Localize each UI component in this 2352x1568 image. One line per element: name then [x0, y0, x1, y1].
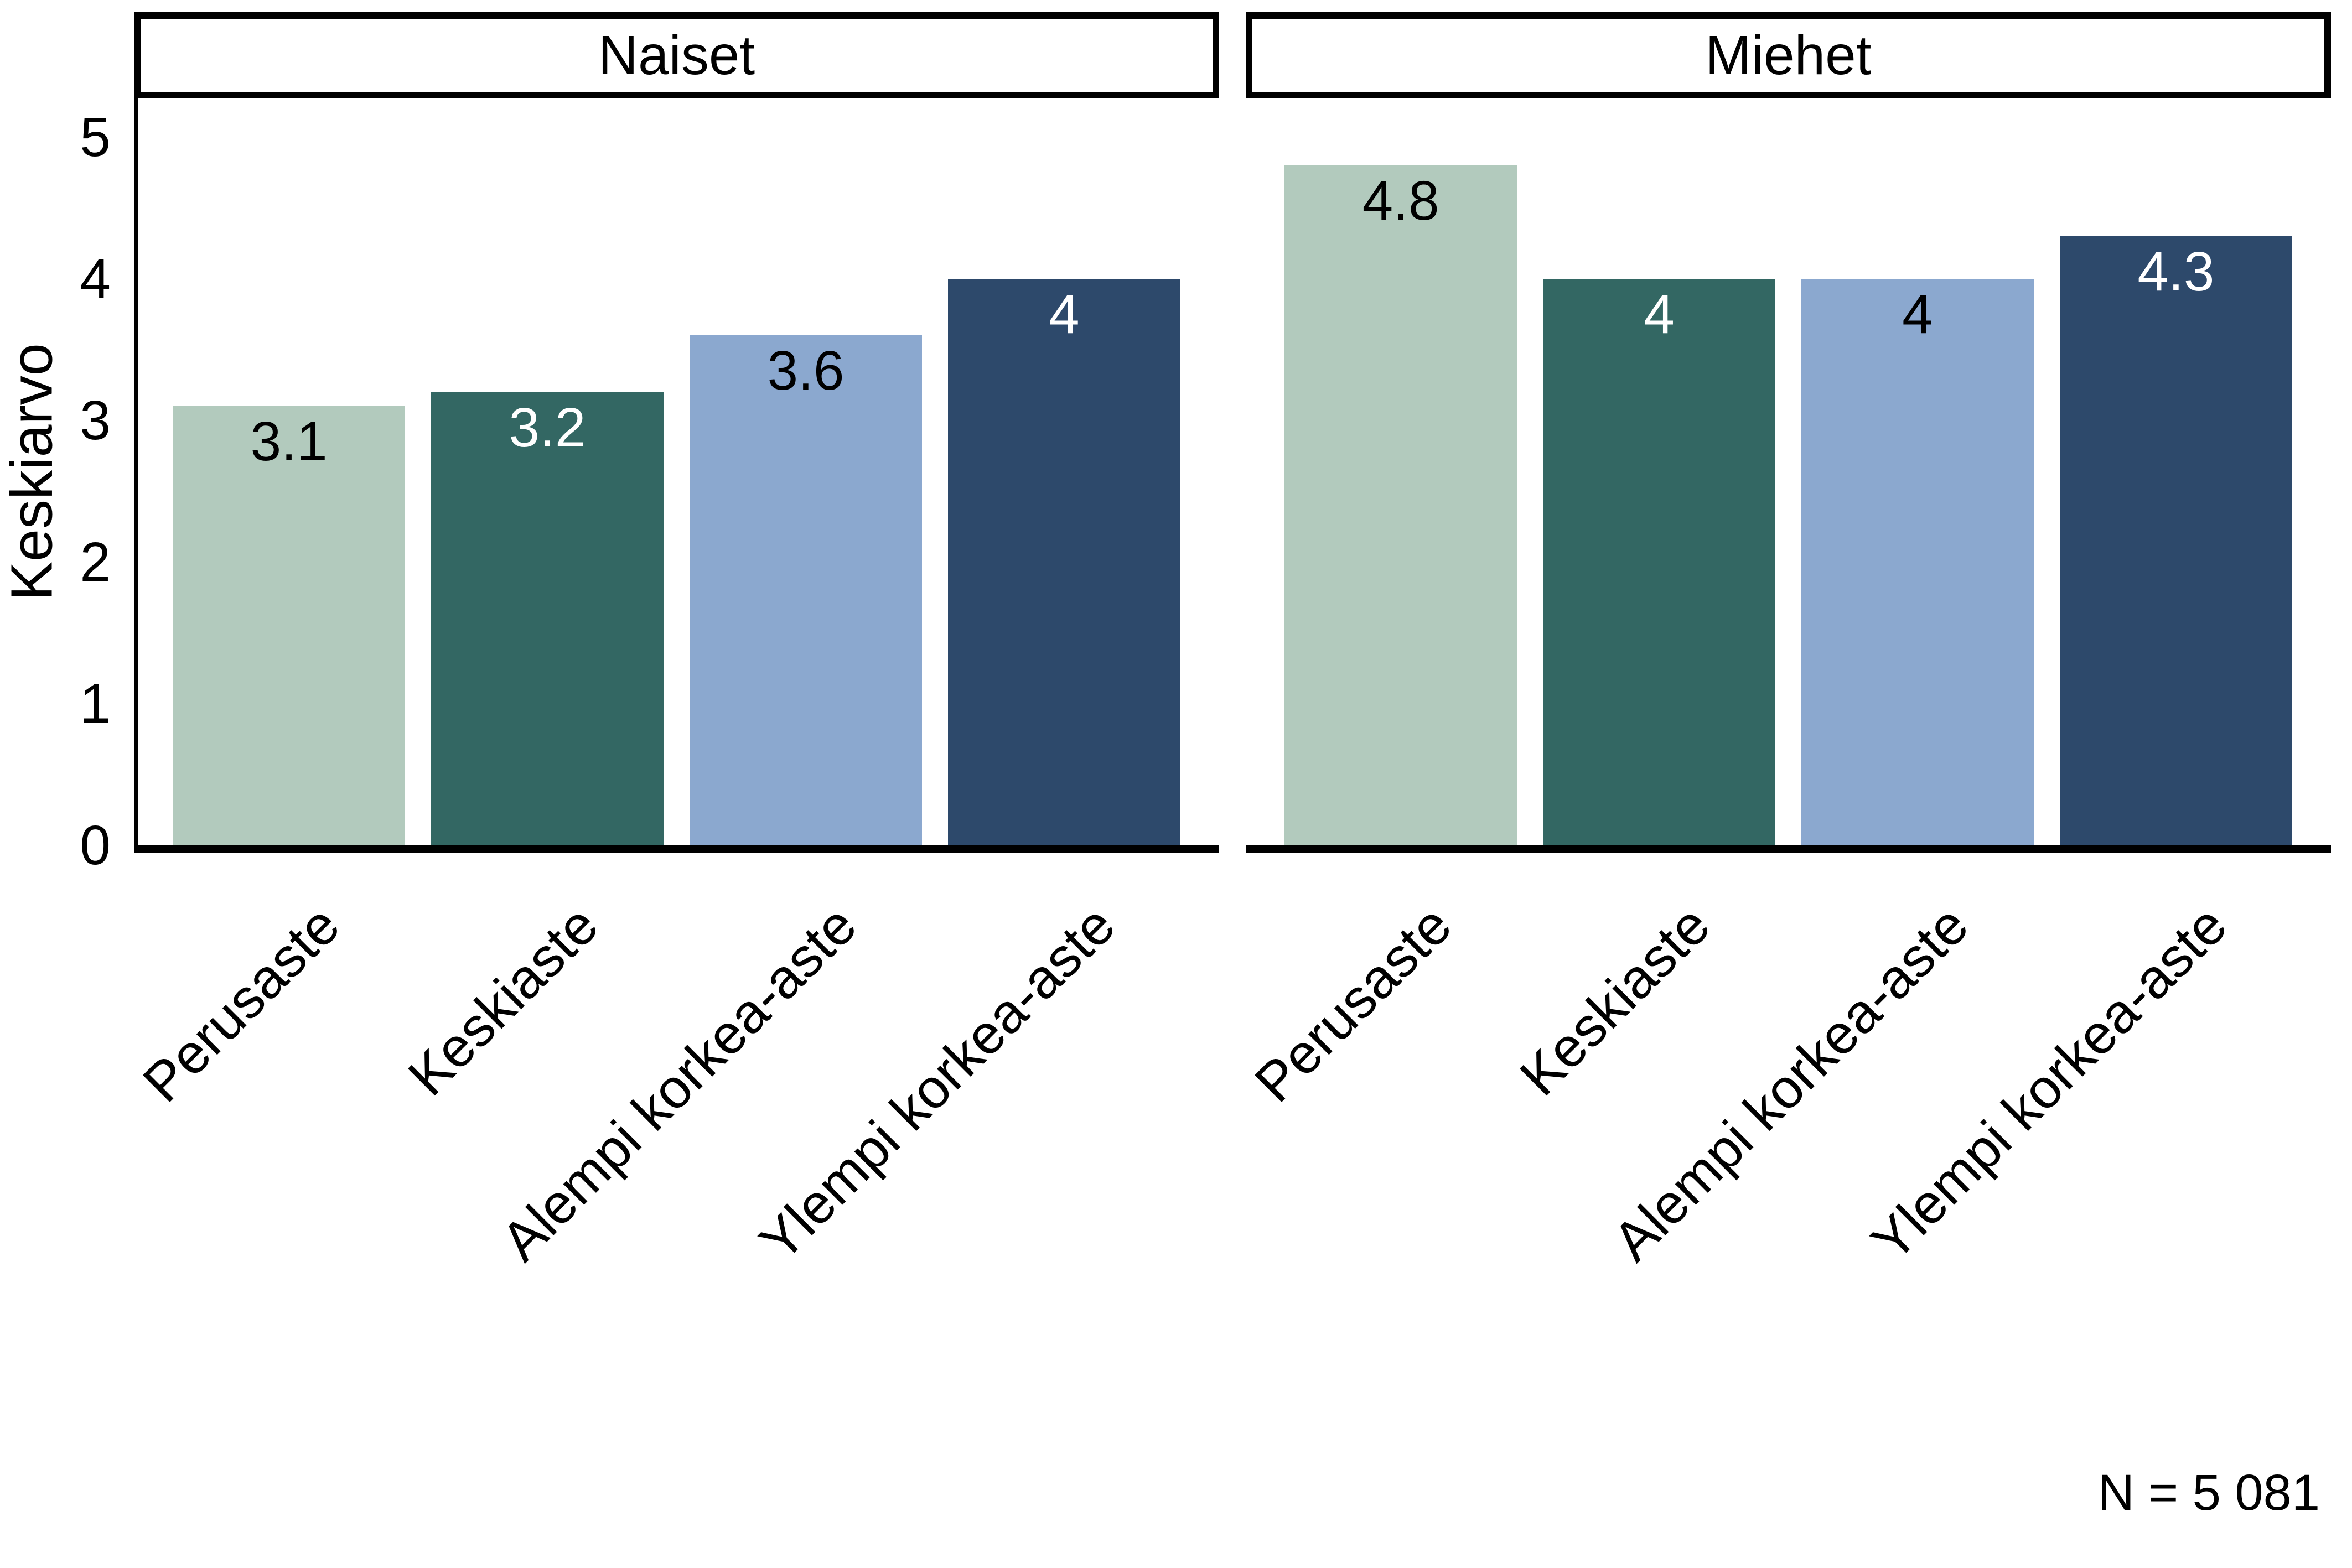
bar: 4 — [947, 279, 1180, 845]
bar-value-label: 3.2 — [509, 396, 586, 459]
x-axis-line — [1246, 845, 2331, 853]
y-tick-label: 2 — [80, 531, 111, 593]
facet-strip: Naiset — [134, 12, 1219, 98]
bar-value-label: 4 — [1902, 283, 1933, 345]
y-axis-ticks: 5 4 3 2 1 0 — [0, 0, 111, 1568]
y-tick-label: 4 — [80, 248, 111, 310]
facet-panel: Naiset 3.1 3.2 3.6 4 Perusaste Keskiaste Alempi… — [131, 12, 1219, 1506]
bar: 3.2 — [431, 392, 664, 845]
bar-value-label: 4 — [1049, 283, 1080, 345]
bar-value-label: 4.3 — [2137, 241, 2215, 303]
bar-value-label: 4.8 — [1362, 170, 1439, 232]
bar-value-label: 3.6 — [767, 340, 845, 402]
bar-value-label: 4 — [1644, 283, 1675, 345]
x-tick-label: Keskiaste — [396, 894, 610, 1108]
x-axis-labels: Perusaste Keskiaste Alempi korkea-aste Ylem… — [131, 853, 1219, 1406]
facet-panel: Miehet 4.8 4 4 4.3 Perusaste Keskiaste Alempi k… — [1243, 12, 2331, 1506]
bar: 4.8 — [1284, 165, 1517, 845]
x-tick-label: Keskiaste — [1508, 894, 1722, 1108]
bar: 3.6 — [689, 335, 923, 845]
plot-area: 4.8 4 4 4.3 — [1246, 98, 2331, 853]
facet-strip-label: Naiset — [598, 24, 755, 86]
y-tick-label: 0 — [80, 814, 111, 876]
bar: 4 — [1542, 279, 1776, 845]
y-tick-label: 3 — [80, 390, 111, 451]
plot-area: 3.1 3.2 3.6 4 — [134, 98, 1219, 853]
bar: 4.3 — [2059, 236, 2292, 845]
x-axis-line — [134, 845, 1219, 853]
facet-strip: Miehet — [1246, 12, 2331, 98]
y-tick-label: 5 — [80, 106, 111, 168]
sample-size-label: N = 5 081 — [2097, 1465, 2320, 1521]
x-tick-label: Perusaste — [1243, 894, 1464, 1114]
y-tick-label: 1 — [80, 673, 111, 735]
x-tick-label: Perusaste — [131, 894, 352, 1114]
facet-strip-label: Miehet — [1705, 24, 1872, 86]
bar: 4 — [1801, 279, 2034, 845]
y-axis-line — [134, 98, 138, 853]
bar: 3.1 — [173, 406, 406, 845]
bar-value-label: 3.1 — [250, 411, 328, 473]
x-axis-labels: Perusaste Keskiaste Alempi korkea-aste Ylem… — [1243, 853, 2331, 1406]
